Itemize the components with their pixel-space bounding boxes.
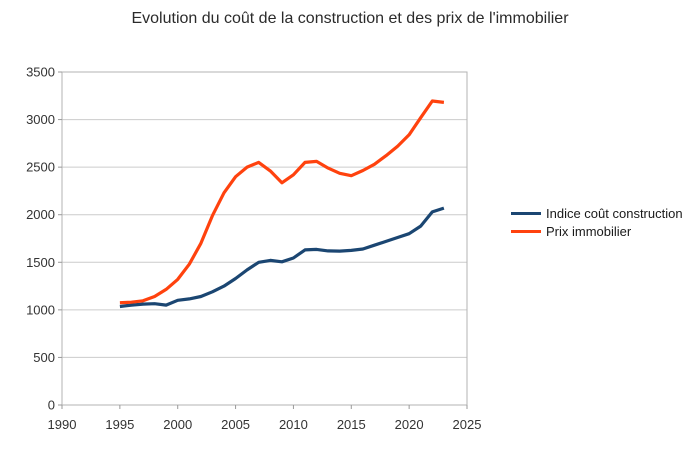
legend-swatch-blue-line (511, 211, 541, 215)
x-tick-label: 1995 (105, 417, 134, 432)
x-tick-label: 2010 (279, 417, 308, 432)
series-line-indice-co-t-construction (119, 206, 445, 309)
x-tick-label: 1990 (48, 417, 77, 432)
x-tick-label: 2020 (395, 417, 424, 432)
x-tick-label: 2015 (337, 417, 366, 432)
legend-swatch-orange-line (511, 229, 541, 233)
plot-border (61, 71, 468, 406)
x-tick-label: 2025 (453, 417, 482, 432)
legend-item-indice-cout-construction: Indice coût construction (511, 204, 683, 222)
y-tick-label: 0 (48, 398, 55, 413)
y-tick-label: 2000 (26, 207, 55, 222)
legend-item-prix-immobilier: Prix immobilier (511, 222, 683, 240)
y-tick-label: 3500 (26, 65, 55, 80)
legend-label: Prix immobilier (546, 223, 632, 239)
series-line-prix-immobilier (119, 99, 445, 305)
y-tick-label: 1500 (26, 255, 55, 270)
y-tick-label: 2500 (26, 160, 55, 175)
y-tick-label: 1000 (26, 302, 55, 317)
chart-title: Evolution du coût de la construction et … (131, 10, 569, 27)
y-tick-label: 3000 (26, 112, 55, 127)
y-tick-label: 500 (33, 350, 55, 365)
legend: Indice coût construction Prix immobilier (511, 204, 683, 240)
x-tick-label: 2005 (221, 417, 250, 432)
legend-label: Indice coût construction (546, 205, 683, 221)
x-tick-label: 2000 (163, 417, 192, 432)
